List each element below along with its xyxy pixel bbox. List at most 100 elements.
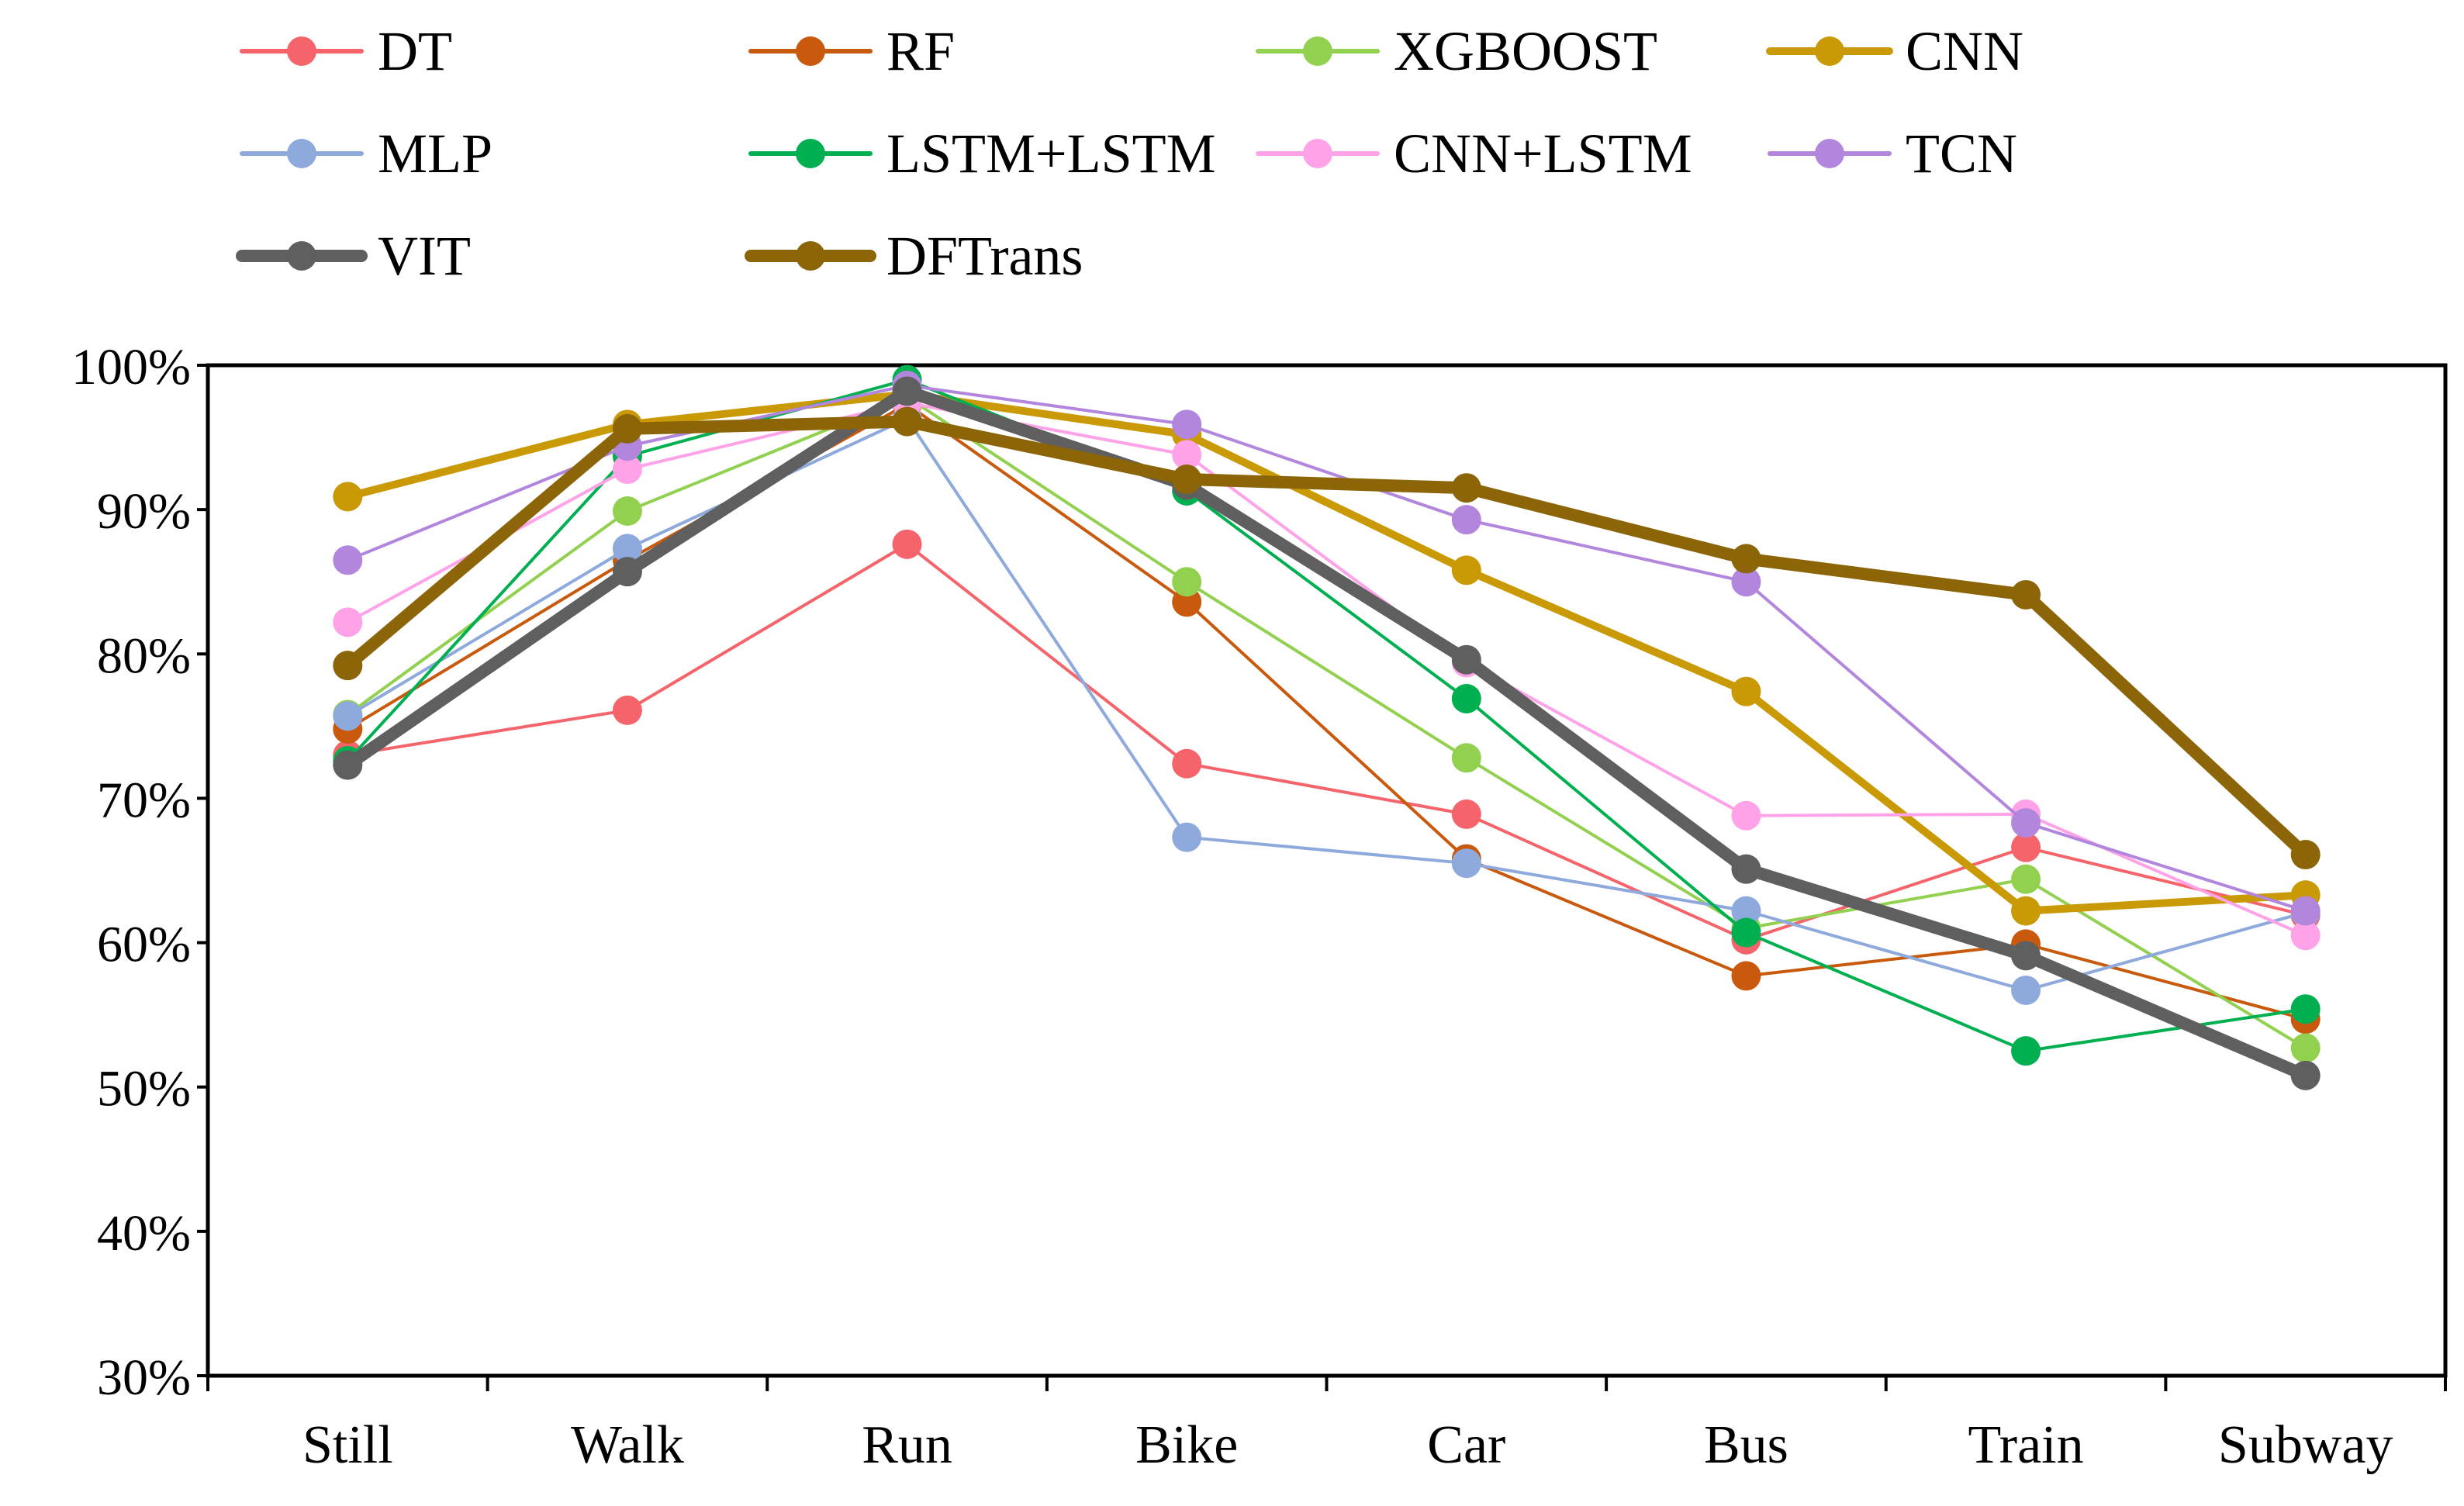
data-point-tcn-car [1451,505,1481,535]
data-point-dftrans-train [2011,579,2041,610]
legend-item-dt: DT [240,20,452,82]
legend-marker-swatch [1815,139,1844,168]
y-tick-label: 70% [97,772,191,828]
y-tick-label: 50% [97,1061,191,1117]
legend-label: LSTM+LSTM [886,123,1216,185]
series-layer [333,364,2321,1090]
legend-marker-swatch [796,139,825,168]
data-point-cnn-lstm-walk [612,454,642,485]
legend-item-mlp: MLP [240,123,492,185]
data-point-cnn-bus [1731,676,1761,706]
series-xgboost [333,382,2321,1063]
series-line-dftrans [344,415,2310,859]
x-tick-label-train: Train [1968,1415,2083,1475]
data-point-dt-car [1451,799,1481,829]
legend-label: DT [378,20,452,82]
legend-item-xgboost: XGBOOST [1256,20,1657,82]
data-point-xgboost-subway [2290,1033,2321,1063]
legend-marker-swatch [796,241,825,271]
data-point-vit-bus [1731,854,1761,884]
data-point-tcn-train [2011,808,2041,838]
data-point-dt-run [892,529,922,559]
y-tick-label: 30% [97,1349,191,1406]
data-point-vit-still [333,750,363,780]
y-tick-label: 100% [71,339,191,395]
legend-marker-swatch [1815,36,1844,66]
data-point-dftrans-subway [2290,840,2321,870]
data-point-dt-train [2011,832,2041,862]
series-line-mlp [347,416,2307,992]
series-tcn [333,371,2321,926]
legend-label: VIT [378,225,471,287]
data-point-lstm-lstm-subway [2290,994,2321,1024]
legend-marker-swatch [287,139,316,168]
legend-label: XGBOOST [1394,20,1657,82]
data-point-rf-bus [1731,961,1761,991]
data-point-mlp-train [2011,975,2041,1005]
data-point-mlp-still [333,701,363,731]
series-line-cnn [347,390,2306,915]
data-point-dftrans-still [333,651,363,681]
x-tick-label-run: Run [862,1415,952,1475]
data-point-cnn-train [2011,896,2041,926]
legend-item-lstm-lstm: LSTM+LSTM [748,123,1216,185]
data-point-mlp-walk [612,534,642,564]
legend-item-cnn: CNN [1766,20,2023,82]
legend-label: DFTrans [886,225,1083,287]
legend-item-rf: RF [748,20,955,82]
data-point-cnn-lstm-bus [1731,800,1761,831]
data-point-vit-train [2011,941,2041,971]
y-tick-label: 80% [97,627,191,684]
series-dftrans [333,406,2321,870]
legend-label: MLP [378,123,492,185]
data-point-tcn-still [333,545,363,575]
series-vit [333,376,2321,1090]
data-point-dftrans-run [892,406,922,437]
y-tick-label: 90% [97,483,191,540]
data-point-dftrans-bike [1172,465,1202,495]
data-point-cnn-still [333,482,363,512]
data-point-xgboost-train [2011,864,2041,894]
series-line-vit [344,385,2308,1082]
data-point-mlp-bike [1172,822,1202,852]
data-point-cnn-lstm-bike [1172,440,1202,470]
legend-marker-swatch [287,241,316,271]
data-point-rf-bike [1172,587,1202,617]
data-point-dftrans-bus [1731,544,1761,574]
x-tick-label-bike: Bike [1135,1415,1238,1475]
legend-label: CNN+LSTM [1394,123,1692,185]
data-point-dt-walk [612,695,642,725]
x-tick-label-still: Still [302,1415,393,1475]
x-tick-label-walk: Walk [571,1415,684,1475]
legend-marker-swatch [1303,36,1332,66]
series-line-tcn [347,384,2307,913]
series-line-lstm-lstm [346,378,2306,1053]
data-point-mlp-car [1451,848,1481,879]
data-point-tcn-subway [2290,896,2321,926]
data-point-lstm-lstm-bus [1731,917,1761,948]
x-tick-label-bus: Bus [1704,1415,1788,1475]
data-point-vit-car [1451,644,1481,675]
data-point-xgboost-walk [612,496,642,527]
legend-item-tcn: TCN [1768,123,2017,185]
legend-item-vit: VIT [236,225,471,287]
data-point-cnn-lstm-subway [2290,921,2321,951]
data-point-xgboost-bike [1172,567,1202,597]
data-point-cnn-lstm-still [333,607,363,637]
data-point-dftrans-car [1451,473,1481,503]
series-line-cnn-lstm [347,401,2307,938]
data-point-mlp-bus [1731,896,1761,926]
chart-legend: DT RF XGBOOST CNN MLP LSTM+LSTM CNN+LSTM TCN VIT… [236,20,2023,287]
legend-label: RF [886,20,955,82]
legend-marker-swatch [1303,139,1332,168]
data-point-vit-walk [612,557,642,587]
x-axis: Still Walk Run Bike Car Bus Train Subway [206,1376,2447,1475]
legend-label: CNN [1906,20,2023,82]
data-point-lstm-lstm-train [2011,1036,2041,1066]
data-point-vit-subway [2290,1060,2321,1090]
x-tick-label-car: Car [1427,1415,1505,1475]
y-axis: 30% 40% 50% 60% 70% 80% 90% 100% [71,339,208,1406]
data-point-tcn-bike [1172,409,1202,440]
data-point-cnn-car [1451,555,1481,585]
y-tick-label: 40% [97,1205,191,1262]
